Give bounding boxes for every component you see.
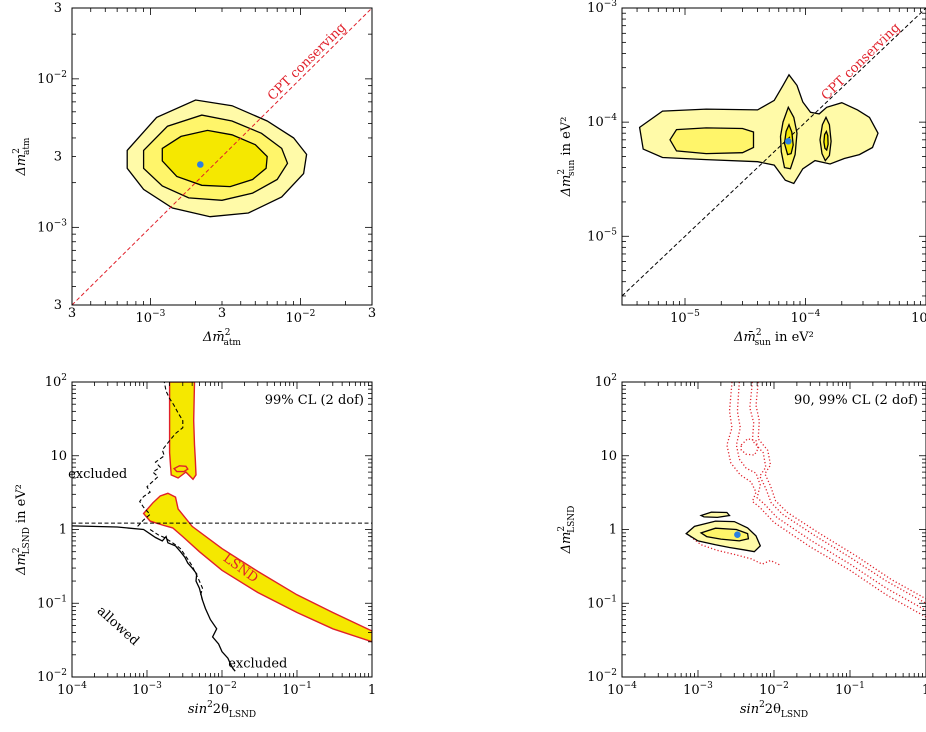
y-tick-label: 10 [600, 449, 617, 464]
solid-exclusion-curve [72, 525, 236, 672]
y-tick-label: 10 [50, 449, 67, 464]
region-label: excluded [228, 656, 287, 671]
x-tick-label: 10−4 [607, 681, 637, 698]
plot-area [72, 8, 372, 305]
y-tick-label: 10−2 [37, 668, 67, 685]
x-tick-label: 10−4 [791, 309, 821, 326]
dotted-cpt-contour [755, 382, 926, 600]
x-axis-label: sin22θLSND [188, 700, 256, 720]
x-tick-label: 10−2 [207, 681, 237, 698]
y-axis-label: Δm2atm [12, 137, 32, 176]
plot-area [622, 8, 926, 297]
y-tick-label: 3 [54, 298, 62, 313]
plot-frame [621, 381, 926, 678]
y-tick-label: 10−3 [37, 218, 67, 235]
x-tick-label: 10−2 [286, 309, 316, 326]
x-tick-label: 3 [368, 306, 376, 321]
x-tick-label: 10−3 [132, 681, 162, 698]
cpt-label: CPT conserving [819, 20, 904, 103]
best-fit-point [785, 137, 792, 145]
x-tick-label: 10−1 [282, 681, 312, 698]
y-tick-label: 1 [609, 523, 617, 538]
x-tick-label: 3 [218, 306, 226, 321]
confidence-region [161, 129, 268, 188]
y-tick-label: 3 [54, 1, 62, 16]
y-axis-label: Δm2LSND [557, 506, 577, 555]
plot-area [685, 382, 926, 618]
region-label: allowed [94, 604, 142, 649]
y-tick-label: 10−1 [587, 594, 617, 611]
region-label: excluded [68, 467, 127, 482]
x-tick-label: 3 [68, 306, 76, 321]
panel-lsnd-right: 10−4 10−3 10−2 10−1 1 10−2 10−1 1 10 102 90, 99% C… [557, 373, 926, 720]
cpt-diagonal-line [622, 8, 926, 297]
cpt-label: CPT conserving [265, 20, 349, 104]
y-tick-label: 10−1 [37, 594, 67, 611]
confidence-level-label: 99% CL (2 dof) [265, 393, 364, 408]
confidence-level-label: 90, 99% CL (2 dof) [794, 393, 918, 408]
dotted-cpt-contour [690, 536, 781, 566]
best-fit-point [196, 161, 204, 168]
x-tick-label: 10−5 [670, 309, 700, 326]
x-axis-label: Δm̄2 sun in eV² [733, 328, 814, 348]
dotted-cpt-contour [749, 382, 926, 604]
y-tick-label: 3 [54, 150, 62, 165]
confidence-region-99 [699, 511, 731, 519]
panel-sun: CPT conserving 10−5 10−4 10−3 10−5 10−4 10−3 Δm… [557, 0, 926, 348]
x-tick-label: 10−2 [759, 681, 789, 698]
lsnd-region [142, 492, 372, 643]
lsnd-region [172, 465, 189, 473]
cpt-diagonal-line [72, 8, 372, 305]
y-tick-label: 102 [45, 373, 67, 390]
x-tick-label: 1 [368, 683, 376, 698]
confidence-region [669, 127, 755, 155]
x-axis-label: Δm̄2 atm [202, 328, 241, 348]
dashed-exclusion-curve [137, 382, 184, 527]
y-tick-label: 10−2 [37, 70, 67, 87]
lsnd-region [168, 382, 197, 481]
confidence-region [638, 73, 879, 185]
x-tick-label: 10−4 [57, 681, 87, 698]
y-tick-label: 1 [59, 523, 67, 538]
y-tick-label: 10−5 [587, 227, 617, 244]
best-fit-point [734, 531, 741, 539]
x-tick-label: 10−3 [136, 309, 166, 326]
confidence-region [823, 129, 829, 152]
x-axis-label: sin22θLSND [740, 700, 808, 720]
y-axis-label: Δm2sun in eV² [557, 117, 577, 198]
dotted-cpt-contour [726, 382, 926, 618]
y-axis-label: Δm2LSND in eV² [12, 484, 32, 576]
y-tick-label: 10−3 [587, 0, 617, 16]
dotted-cpt-contour [735, 382, 926, 611]
x-tick-label: 10−3 [683, 681, 713, 698]
plot-area [72, 382, 372, 672]
y-tick-label: 10−4 [587, 113, 617, 130]
y-tick-label: 102 [595, 373, 617, 390]
dotted-cpt-contour [740, 438, 759, 456]
x-tick-label: 10−3 [911, 309, 926, 326]
x-tick-label: 1 [922, 683, 926, 698]
y-tick-label: 10−2 [587, 668, 617, 685]
dashed-exclusion-curve [149, 529, 204, 601]
x-tick-label: 10−1 [835, 681, 865, 698]
